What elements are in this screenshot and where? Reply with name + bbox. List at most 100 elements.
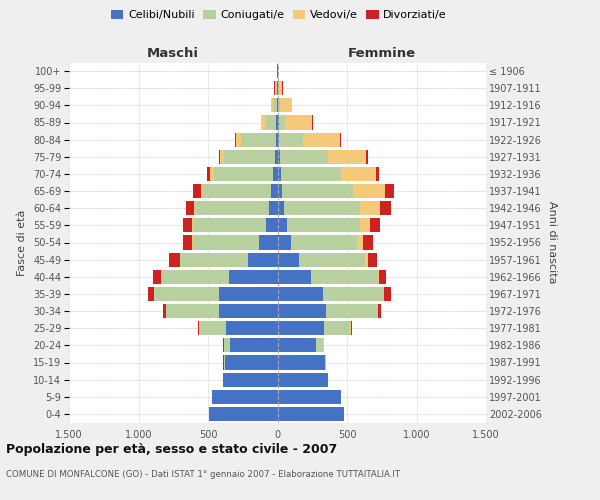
Bar: [166, 304, 277, 318]
Bar: [209, 407, 277, 421]
Bar: [226, 321, 277, 335]
Bar: [224, 356, 277, 370]
Bar: [224, 150, 277, 164]
Bar: [277, 270, 377, 284]
Bar: [193, 184, 277, 198]
Text: Popolazione per età, sesso e stato civile - 2007: Popolazione per età, sesso e stato civil…: [6, 442, 337, 456]
Bar: [277, 338, 323, 352]
Bar: [277, 407, 344, 421]
Bar: [277, 116, 285, 130]
Bar: [277, 407, 344, 421]
Bar: [277, 407, 344, 421]
Bar: [277, 304, 326, 318]
Bar: [183, 236, 277, 250]
Bar: [277, 338, 316, 352]
Bar: [223, 356, 277, 370]
Bar: [192, 236, 277, 250]
Bar: [277, 321, 350, 335]
Bar: [219, 287, 277, 301]
Bar: [154, 287, 277, 301]
Bar: [214, 167, 277, 181]
Bar: [277, 236, 291, 250]
Bar: [277, 287, 391, 301]
Bar: [277, 321, 352, 335]
Bar: [277, 407, 344, 421]
Bar: [277, 184, 385, 198]
Bar: [277, 167, 376, 181]
Bar: [212, 390, 277, 404]
Bar: [274, 167, 277, 181]
Bar: [277, 218, 380, 232]
Bar: [271, 184, 277, 198]
Bar: [260, 116, 277, 130]
Bar: [277, 132, 303, 146]
Bar: [277, 150, 367, 164]
Bar: [277, 184, 394, 198]
Bar: [277, 201, 360, 215]
Bar: [277, 252, 299, 266]
Bar: [224, 356, 277, 370]
Text: Femmine: Femmine: [347, 47, 416, 60]
Bar: [276, 81, 277, 95]
Legend: Celibi/Nubili, Coniugati/e, Vedovi/e, Divorziati/e: Celibi/Nubili, Coniugati/e, Vedovi/e, Di…: [107, 6, 451, 25]
Bar: [277, 81, 282, 95]
Bar: [277, 150, 328, 164]
Bar: [193, 236, 277, 250]
Bar: [161, 270, 277, 284]
Bar: [277, 218, 287, 232]
Bar: [219, 304, 277, 318]
Bar: [224, 338, 277, 352]
Bar: [277, 236, 357, 250]
Bar: [209, 407, 277, 421]
Bar: [277, 287, 385, 301]
Bar: [271, 98, 277, 112]
Bar: [223, 372, 277, 386]
Bar: [209, 407, 277, 421]
Bar: [277, 132, 341, 146]
Y-axis label: Fasce di età: Fasce di età: [17, 210, 28, 276]
Bar: [193, 218, 277, 232]
Bar: [192, 218, 277, 232]
Bar: [277, 270, 386, 284]
Bar: [203, 184, 277, 198]
Bar: [277, 201, 391, 215]
Bar: [277, 304, 378, 318]
Bar: [277, 150, 280, 164]
Bar: [277, 372, 328, 386]
Bar: [186, 201, 277, 215]
Bar: [266, 218, 277, 232]
Bar: [276, 132, 277, 146]
Bar: [277, 390, 341, 404]
Bar: [196, 201, 277, 215]
Bar: [209, 167, 277, 181]
Bar: [277, 167, 379, 181]
Bar: [248, 252, 277, 266]
Bar: [163, 304, 277, 318]
Bar: [261, 116, 277, 130]
Bar: [148, 287, 277, 301]
Bar: [277, 116, 313, 130]
Bar: [169, 252, 277, 266]
Bar: [277, 338, 324, 352]
Text: Maschi: Maschi: [147, 47, 199, 60]
Bar: [212, 390, 277, 404]
Bar: [277, 184, 283, 198]
Bar: [277, 304, 377, 318]
Bar: [274, 81, 277, 95]
Bar: [277, 372, 328, 386]
Bar: [277, 372, 328, 386]
Bar: [271, 98, 277, 112]
Bar: [277, 116, 312, 130]
Bar: [266, 116, 277, 130]
Bar: [277, 270, 379, 284]
Bar: [180, 252, 277, 266]
Bar: [223, 372, 277, 386]
Bar: [220, 150, 277, 164]
Bar: [277, 98, 292, 112]
Bar: [277, 236, 363, 250]
Bar: [277, 372, 328, 386]
Bar: [198, 321, 277, 335]
Bar: [166, 304, 277, 318]
Bar: [277, 64, 278, 78]
Bar: [153, 270, 277, 284]
